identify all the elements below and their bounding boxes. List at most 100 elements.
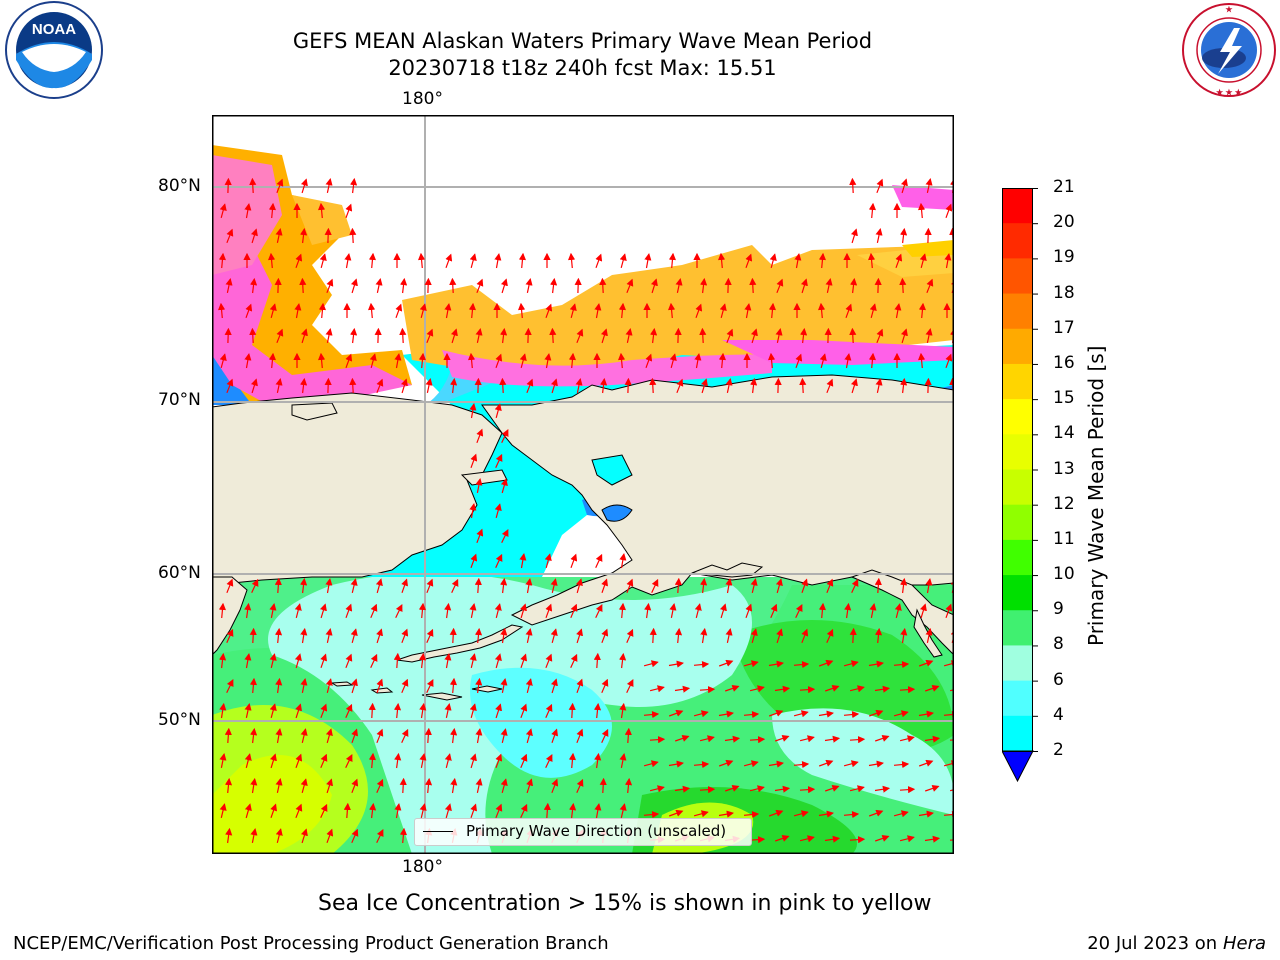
wave-vector-arrow: [649, 377, 657, 394]
wave-vector-arrow: [495, 353, 503, 369]
colorbar-segment: [1002, 715, 1033, 752]
wave-vector-arrow: [649, 785, 665, 793]
wave-vector-arrow: [449, 377, 458, 394]
wave-vector-arrow: [318, 302, 327, 319]
wave-vector-arrow: [601, 628, 609, 644]
wave-vector-arrow: [893, 660, 910, 669]
wave-vector-arrow: [218, 252, 227, 269]
wave-vector-arrow: [601, 328, 608, 344]
wave-vector-arrow: [626, 628, 634, 643]
wave-vector-arrow: [899, 227, 908, 244]
wave-vector-arrow: [574, 277, 582, 294]
wave-vector-arrow: [275, 677, 283, 694]
wave-vector-arrow: [844, 353, 852, 369]
wave-vector-arrow: [345, 603, 353, 619]
wave-vector-arrow: [619, 253, 627, 269]
wave-vector-arrow: [849, 327, 857, 344]
svg-text:★ ★ ★: ★ ★ ★: [1216, 88, 1243, 97]
wave-vector-arrow: [899, 377, 908, 394]
sea-ice-caption-text: Sea Ice Concentration > 15% is shown in …: [318, 891, 932, 916]
colorbar-under-triangle: [1001, 750, 1034, 783]
wave-vector-arrow: [469, 253, 477, 269]
wave-vector-arrow: [275, 828, 283, 844]
wave-vector-arrow: [618, 652, 627, 669]
wave-vector-arrow: [469, 403, 477, 419]
wave-vector-arrow: [699, 735, 715, 743]
wave-vector-arrow: [225, 827, 233, 844]
wave-vector-arrow: [599, 277, 607, 294]
wave-vector-arrow: [475, 728, 483, 744]
wave-vector-arrow: [419, 702, 427, 719]
wave-vector-arrow: [925, 628, 933, 644]
wave-vector-arrow: [674, 785, 691, 793]
colorbar-segment: [1002, 645, 1033, 682]
wave-vector-arrow: [300, 778, 308, 794]
wave-vector-arrow: [669, 603, 677, 619]
footer-date-text: 20 Jul 2023 on: [1087, 933, 1223, 954]
wave-vector-arrow: [449, 727, 458, 744]
wave-vector-arrow: [693, 810, 709, 818]
colorbar-segment: [1002, 223, 1033, 259]
wave-vector-arrow: [495, 703, 502, 719]
wave-vector-arrow: [649, 736, 666, 744]
wave-vector-arrow: [949, 839, 954, 841]
wave-vector-arrow: [401, 378, 408, 394]
wave-vector-arrow: [843, 710, 860, 719]
wave-vector-arrow: [943, 760, 954, 768]
wave-vector-arrow: [669, 353, 677, 369]
wave-vector-arrow: [849, 277, 858, 294]
wave-vector-arrow: [651, 278, 658, 294]
colorbar-segment: [1002, 258, 1033, 295]
wave-vector-arrow: [401, 578, 409, 593]
wave-vector-arrow: [351, 728, 359, 743]
colorbar-tick-label: 14: [1053, 423, 1075, 444]
wave-vector-arrow: [224, 777, 233, 794]
wave-vector-arrow: [668, 809, 684, 817]
wave-vector-arrow: [551, 678, 558, 694]
wave-vector-arrow: [619, 702, 627, 719]
wave-vector-arrow: [626, 578, 634, 594]
wave-vector-arrow: [893, 710, 909, 718]
wave-vector-arrow: [745, 603, 753, 619]
wave-vector-arrow: [649, 685, 665, 693]
wave-vector-arrow: [550, 628, 558, 644]
wave-vector-arrow: [401, 728, 409, 743]
wave-vector-arrow: [643, 710, 660, 719]
wave-vector-arrow: [876, 178, 884, 194]
wave-vector-arrow: [475, 778, 483, 794]
wave-vector-arrow: [826, 628, 834, 643]
wave-vector-arrow: [345, 203, 353, 219]
wave-vector-arrow: [874, 685, 891, 693]
wave-vector-arrow: [775, 578, 783, 594]
wave-vector-arrow: [868, 709, 884, 717]
wave-vector-arrow: [743, 760, 759, 768]
wave-vector-arrow: [494, 603, 502, 619]
wave-vector-arrow: [818, 710, 834, 718]
wave-vector-arrow: [351, 828, 359, 844]
wave-vector-arrow: [499, 577, 508, 594]
wave-vector-arrow: [325, 328, 333, 344]
colorbar-tick-label: 10: [1053, 564, 1075, 585]
wave-vector-arrow: [550, 578, 558, 594]
wave-vector-arrow: [326, 278, 334, 294]
colorbar-tick-label: 4: [1053, 704, 1064, 725]
wave-vector-arrow: [225, 278, 233, 294]
wave-vector-arrow: [595, 604, 603, 618]
wave-vector-arrow: [375, 578, 383, 594]
wave-vector-arrow: [576, 328, 584, 344]
wave-vector-arrow: [444, 753, 452, 769]
lon-label-bottom: 180°: [402, 857, 443, 877]
wave-vector-arrow: [499, 327, 508, 344]
wave-vector-arrow: [818, 759, 834, 767]
lat-label-70: 70°N: [158, 390, 201, 410]
wave-vector-arrow: [875, 834, 890, 842]
wave-vector-arrow: [426, 679, 434, 693]
wave-vector-arrow: [875, 734, 890, 742]
wave-vector-arrow: [768, 760, 784, 768]
wave-vector-arrow: [474, 577, 482, 594]
wave-vector-arrow: [376, 678, 384, 694]
wave-vector-arrow: [249, 727, 258, 744]
wave-vector-arrow: [825, 684, 840, 692]
wave-vector-arrow: [918, 302, 927, 319]
wave-vector-arrow: [299, 227, 308, 244]
